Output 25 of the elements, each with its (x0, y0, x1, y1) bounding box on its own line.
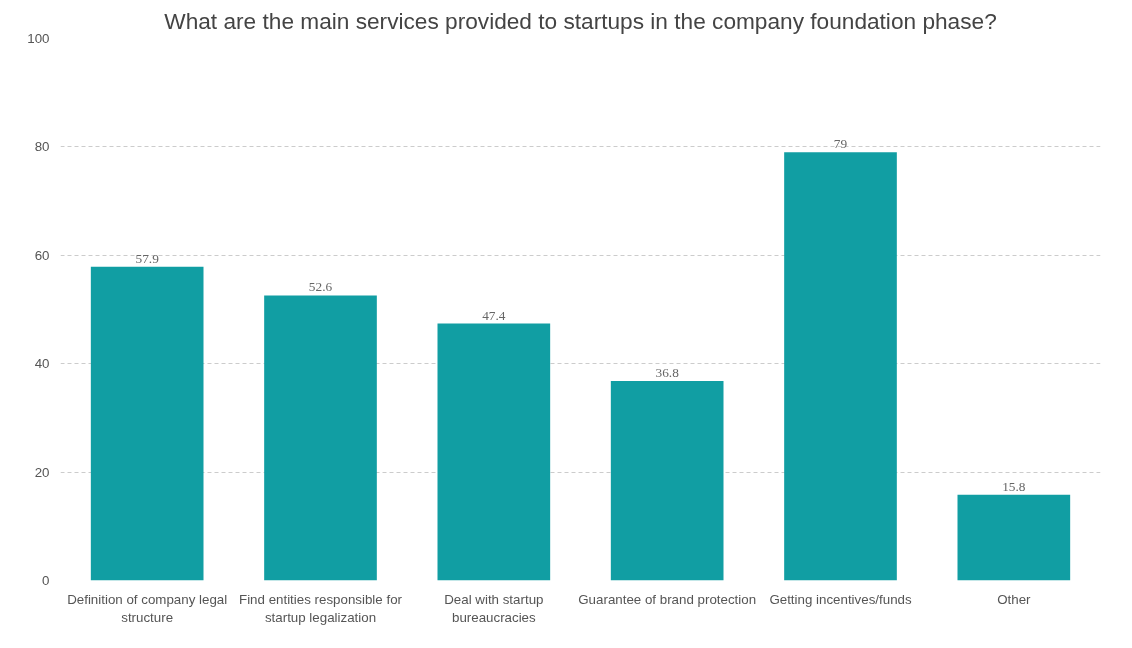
x-tick-label: Definition of company legal structure (67, 591, 228, 625)
chart-title: What are the main services provided to startups in the company foundation phase? (164, 7, 997, 34)
bar (264, 295, 377, 581)
data-label: 52.6 (308, 279, 333, 295)
data-label: 47.4 (482, 307, 506, 323)
x-tick-label: Deal with startup bureaucracies (444, 591, 544, 625)
y-tick-label: 80 (34, 139, 50, 155)
data-label: 79 (833, 136, 848, 152)
x-tick-label: Getting incentives/funds (769, 591, 912, 607)
y-tick-label: 40 (34, 356, 50, 372)
bar (437, 323, 551, 581)
data-label: 57.9 (135, 250, 160, 266)
x-tick-label: Find entities responsible for startup legalization (239, 591, 403, 625)
data-label: 15.8 (1002, 478, 1026, 494)
x-tick-label: Other (997, 591, 1032, 607)
y-tick-label: 60 (34, 247, 50, 263)
y-tick-label: 100 (27, 31, 50, 46)
bar (957, 494, 1071, 581)
data-label: 36.8 (655, 365, 680, 381)
y-tick-label: 0 (42, 573, 50, 588)
bar (90, 266, 204, 581)
bar (610, 381, 724, 581)
x-tick-label: Guarantee of brand protection (578, 591, 757, 607)
y-tick-label: 20 (34, 464, 50, 480)
bar (784, 152, 897, 581)
